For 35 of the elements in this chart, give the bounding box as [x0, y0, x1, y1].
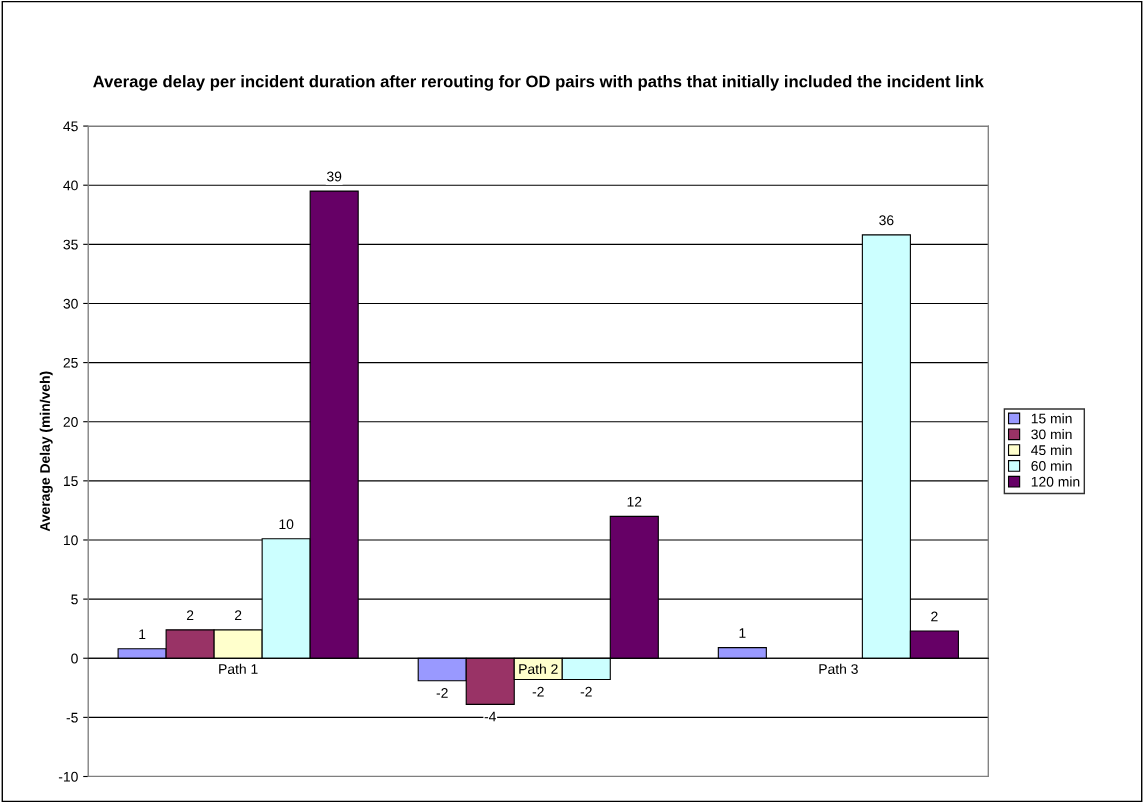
chart-title: Average delay per incident duration after rerouting for OD pairs with paths that initially included the incident link — [93, 75, 984, 91]
y-tick-label: -5 — [66, 712, 78, 723]
y-tick-label: 25 — [63, 357, 78, 368]
data-label: -2 — [436, 688, 448, 698]
y-tick-label: 20 — [63, 417, 78, 427]
data-label: 36 — [879, 215, 894, 226]
y-tick-label: 15 — [63, 476, 78, 487]
y-tick-label: 0 — [71, 653, 78, 664]
x-tick-label: Path 2 — [519, 663, 558, 674]
legend-label: 30 min — [1031, 429, 1072, 440]
y-tick-label: 45 — [63, 121, 78, 132]
data-label: 39 — [326, 171, 342, 182]
y-tick-label: 30 — [63, 298, 78, 309]
y-axis-title: Average Delay (min/veh) — [39, 371, 53, 532]
y-tick-label: 35 — [63, 239, 78, 250]
x-tick-label: Path 3 — [819, 663, 858, 674]
legend-label: 60 min — [1031, 460, 1072, 471]
y-tick-label: -10 — [58, 771, 78, 782]
y-tick-label: 10 — [63, 535, 78, 546]
data-label: 12 — [627, 496, 642, 507]
data-label: 2 — [186, 610, 194, 621]
data-label: -2 — [532, 686, 544, 697]
data-label: 1 — [139, 629, 146, 639]
data-label: 1 — [739, 628, 746, 638]
data-label: 2 — [234, 610, 242, 621]
y-tick-label: 5 — [71, 594, 78, 605]
data-label: 10 — [279, 519, 294, 530]
legend-label: 45 min — [1031, 444, 1072, 456]
legend-label: 15 min — [1031, 413, 1072, 424]
y-tick-label: 40 — [63, 180, 78, 191]
data-label: 2 — [931, 611, 938, 622]
data-label: -2 — [580, 686, 592, 697]
legend-label: 120 min — [1031, 476, 1080, 487]
x-tick-label: Path 1 — [219, 663, 258, 674]
data-label: -4 — [484, 711, 496, 722]
